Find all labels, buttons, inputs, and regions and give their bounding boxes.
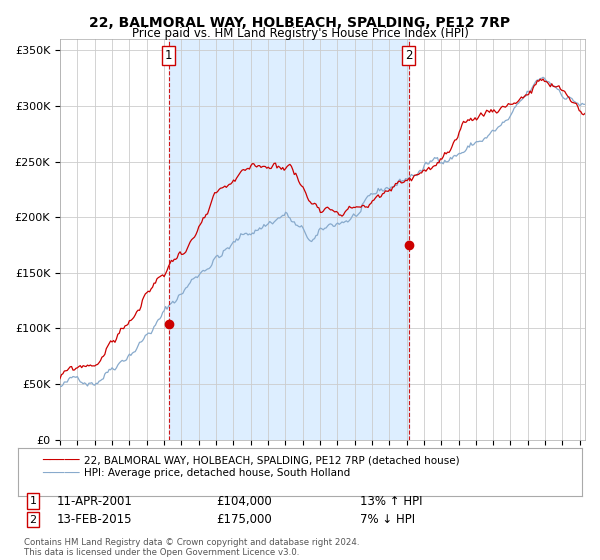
Text: 1: 1 — [165, 49, 172, 62]
Text: 1: 1 — [29, 496, 37, 506]
Text: ─────: ───── — [42, 454, 79, 467]
Text: £104,000: £104,000 — [216, 494, 272, 508]
Text: £175,000: £175,000 — [216, 513, 272, 526]
Bar — [169, 39, 409, 440]
Text: 11-APR-2001: 11-APR-2001 — [57, 494, 133, 508]
Text: 22, BALMORAL WAY, HOLBEACH, SPALDING, PE12 7RP (detached house): 22, BALMORAL WAY, HOLBEACH, SPALDING, PE… — [84, 455, 460, 465]
Text: ─────: ───── — [42, 466, 79, 480]
Text: Contains HM Land Registry data © Crown copyright and database right 2024.
This d: Contains HM Land Registry data © Crown c… — [24, 538, 359, 557]
Text: Price paid vs. HM Land Registry's House Price Index (HPI): Price paid vs. HM Land Registry's House … — [131, 27, 469, 40]
Text: 13% ↑ HPI: 13% ↑ HPI — [360, 494, 422, 508]
Text: 2: 2 — [29, 515, 37, 525]
Text: 7% ↓ HPI: 7% ↓ HPI — [360, 513, 415, 526]
Text: 2: 2 — [405, 49, 412, 62]
Text: 13-FEB-2015: 13-FEB-2015 — [57, 513, 133, 526]
Text: HPI: Average price, detached house, South Holland: HPI: Average price, detached house, Sout… — [84, 468, 350, 478]
Text: 22, BALMORAL WAY, HOLBEACH, SPALDING, PE12 7RP: 22, BALMORAL WAY, HOLBEACH, SPALDING, PE… — [89, 16, 511, 30]
